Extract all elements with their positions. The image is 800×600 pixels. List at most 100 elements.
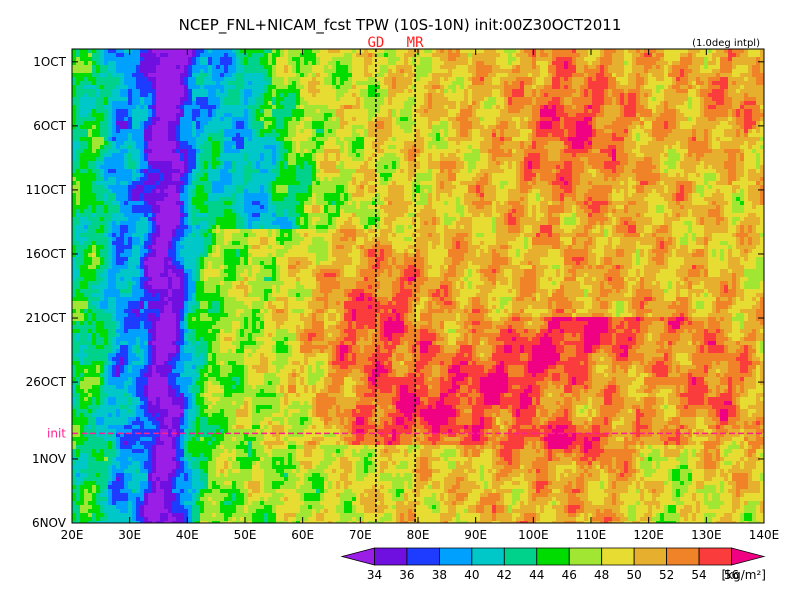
- tpw-cell: [412, 101, 417, 106]
- tpw-cell: [212, 81, 217, 86]
- tpw-cell: [108, 101, 113, 106]
- tpw-cell: [212, 105, 217, 110]
- tpw-cell: [216, 129, 221, 134]
- tpw-cell: [384, 49, 389, 54]
- tpw-cell: [220, 65, 225, 70]
- tpw-cell: [468, 73, 473, 78]
- tpw-cell: [204, 49, 209, 54]
- tpw-cell: [640, 109, 645, 114]
- tpw-cell: [648, 69, 653, 74]
- tpw-cell: [464, 157, 469, 162]
- tpw-cell: [428, 125, 433, 130]
- tpw-cell: [264, 89, 269, 94]
- tpw-cell: [424, 77, 429, 82]
- tpw-cell: [516, 101, 521, 106]
- tpw-cell: [588, 129, 593, 134]
- tpw-cell: [636, 61, 641, 66]
- tpw-cell: [372, 81, 377, 86]
- tpw-cell: [288, 97, 293, 102]
- tpw-cell: [336, 57, 341, 62]
- tpw-cell: [744, 89, 749, 94]
- tpw-cell: [200, 93, 205, 98]
- tpw-cell: [564, 81, 569, 86]
- tpw-cell: [96, 109, 101, 114]
- tpw-cell: [388, 77, 393, 82]
- tpw-cell: [392, 129, 397, 134]
- tpw-cell: [376, 77, 381, 82]
- tpw-cell: [316, 137, 321, 142]
- tpw-cell: [176, 61, 181, 66]
- tpw-cell: [184, 145, 189, 150]
- tpw-cell: [320, 81, 325, 86]
- tpw-cell: [628, 57, 633, 62]
- tpw-cell: [612, 49, 617, 54]
- tpw-cell: [372, 129, 377, 134]
- tpw-cell: [412, 49, 417, 54]
- tpw-cell: [448, 141, 453, 146]
- tpw-cell: [108, 49, 113, 54]
- tpw-cell: [456, 73, 461, 78]
- tpw-cell: [276, 101, 281, 106]
- tpw-cell: [252, 57, 257, 62]
- tpw-cell: [540, 141, 545, 146]
- tpw-cell: [136, 109, 141, 114]
- tpw-cell: [80, 113, 85, 118]
- tpw-cell: [624, 109, 629, 114]
- tpw-cell: [688, 153, 693, 158]
- tpw-cell: [224, 157, 229, 162]
- tpw-cell: [316, 113, 321, 118]
- tpw-cell: [272, 53, 277, 58]
- tpw-cell: [284, 105, 289, 110]
- tpw-cell: [480, 69, 485, 74]
- tpw-cell: [236, 129, 241, 134]
- tpw-cell: [372, 89, 377, 94]
- tpw-cell: [596, 49, 601, 54]
- tpw-cell: [656, 149, 661, 154]
- tpw-cell: [416, 85, 421, 90]
- tpw-cell: [192, 117, 197, 122]
- tpw-cell: [324, 61, 329, 66]
- tpw-cell: [560, 153, 565, 158]
- tpw-cell: [280, 121, 285, 126]
- tpw-cell: [356, 49, 361, 54]
- tpw-cell: [648, 145, 653, 150]
- tpw-cell: [608, 141, 613, 146]
- tpw-cell: [132, 109, 137, 114]
- tpw-cell: [600, 77, 605, 82]
- tpw-cell: [292, 65, 297, 70]
- tpw-cell: [684, 129, 689, 134]
- tpw-cell: [424, 157, 429, 162]
- tpw-cell: [276, 49, 281, 54]
- tpw-cell: [524, 129, 529, 134]
- tpw-cell: [532, 161, 537, 166]
- tpw-cell: [216, 61, 221, 66]
- tpw-cell: [320, 149, 325, 154]
- tpw-cell: [712, 137, 717, 142]
- tpw-cell: [456, 97, 461, 102]
- tpw-cell: [596, 101, 601, 106]
- tpw-cell: [336, 161, 341, 166]
- tpw-cell: [164, 61, 169, 66]
- tpw-cell: [208, 65, 213, 70]
- tpw-cell: [668, 97, 673, 102]
- tpw-cell: [384, 81, 389, 86]
- tpw-cell: [268, 77, 273, 82]
- tpw-cell: [372, 153, 377, 158]
- tpw-cell: [168, 61, 173, 66]
- tpw-cell: [644, 121, 649, 126]
- tpw-cell: [508, 141, 513, 146]
- tpw-cell: [692, 149, 697, 154]
- tpw-cell: [432, 137, 437, 142]
- tpw-cell: [700, 117, 705, 122]
- tpw-cell: [488, 105, 493, 110]
- tpw-cell: [492, 133, 497, 138]
- tpw-cell: [740, 117, 745, 122]
- tpw-cell: [484, 133, 489, 138]
- tpw-cell: [396, 129, 401, 134]
- tpw-cell: [472, 81, 477, 86]
- tpw-cell: [456, 145, 461, 150]
- tpw-cell: [88, 109, 93, 114]
- tpw-cell: [756, 85, 761, 90]
- tpw-cell: [304, 137, 309, 142]
- tpw-cell: [428, 117, 433, 122]
